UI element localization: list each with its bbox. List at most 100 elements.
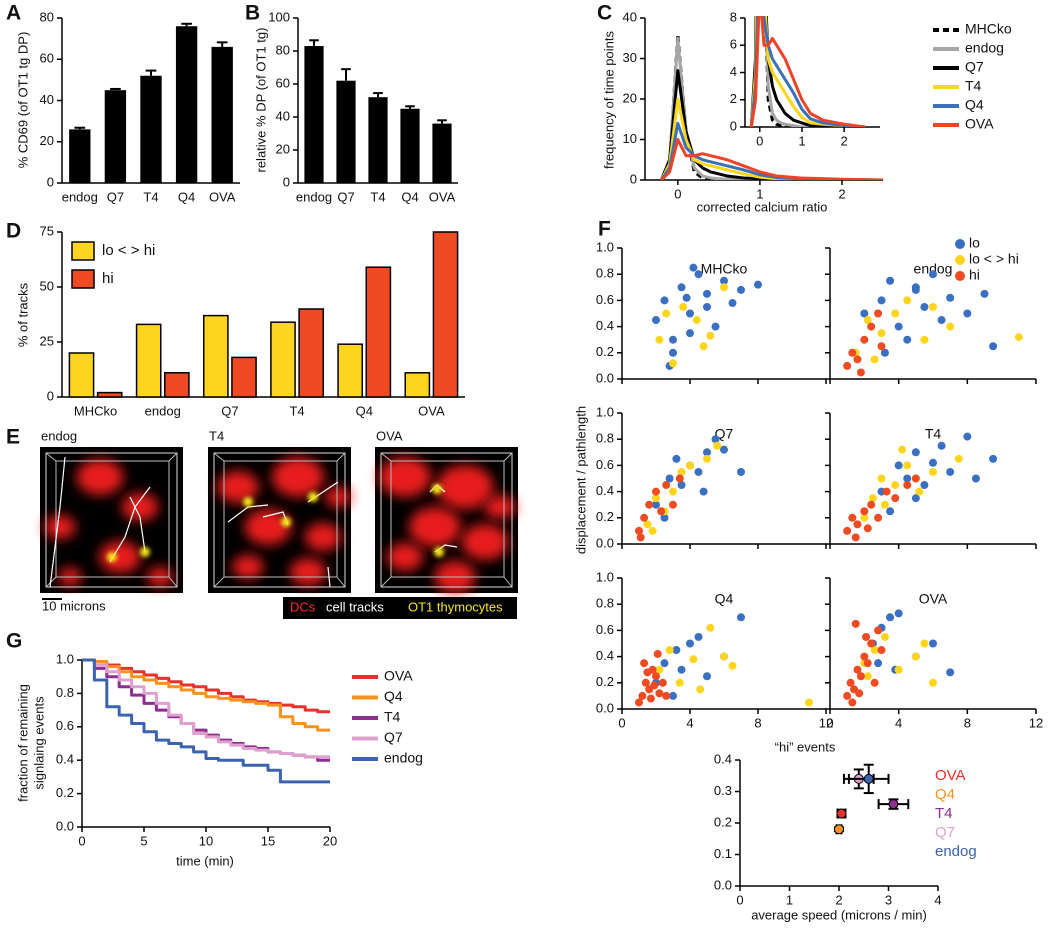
x-tick-label: OVA <box>429 189 456 204</box>
scale-bar-label: 10 microns <box>42 598 106 613</box>
point <box>867 500 876 509</box>
thymocyte <box>107 552 117 562</box>
point <box>851 619 860 628</box>
y-tick-label: 0.4 <box>596 648 614 663</box>
point <box>669 359 677 368</box>
error-bar <box>74 126 86 130</box>
point <box>660 659 669 668</box>
point <box>886 276 895 285</box>
point <box>903 296 912 305</box>
y-tick-label: 1.0 <box>596 569 614 584</box>
y-tick-label: 40 <box>623 9 637 24</box>
error-bar <box>341 68 351 81</box>
point <box>696 685 705 694</box>
point <box>694 632 703 641</box>
point <box>868 494 877 503</box>
line <box>749 16 866 127</box>
point <box>891 481 900 490</box>
y-tick-label: 1.0 <box>596 239 614 254</box>
point <box>929 458 937 467</box>
error-bar <box>405 105 415 109</box>
y-tick-label: 0.2 <box>56 785 74 800</box>
point <box>920 302 929 311</box>
dc-blob <box>325 487 351 507</box>
y-tick-label: 0.4 <box>56 752 74 767</box>
point <box>648 526 657 535</box>
legend-label: T4 <box>965 78 982 94</box>
x-tick-label: Q4 <box>178 189 195 204</box>
x-tick-label: Q7 <box>221 403 238 418</box>
bar <box>270 321 296 398</box>
point <box>660 296 669 305</box>
box-edge <box>380 576 392 588</box>
point <box>636 533 645 542</box>
legend-swatch <box>71 241 95 261</box>
x-tick-label: 0 <box>756 133 763 148</box>
point <box>677 481 686 490</box>
dc-blob <box>217 471 259 503</box>
point <box>894 665 903 674</box>
box-edge <box>336 452 346 462</box>
point <box>728 661 737 670</box>
point <box>870 678 879 687</box>
legend-marker <box>955 271 965 281</box>
line <box>82 658 330 784</box>
point <box>672 454 681 463</box>
subplot-title: Q4 <box>715 591 734 607</box>
y-tick-label: 0.4 <box>714 751 732 766</box>
point <box>874 513 883 522</box>
point <box>713 441 722 450</box>
point <box>652 672 660 681</box>
dc-blob <box>304 523 342 551</box>
box-edge <box>503 452 513 462</box>
x-tick-label: 1 <box>798 133 805 148</box>
box-edge <box>380 452 392 462</box>
x-tick-label: 12 <box>819 715 833 730</box>
y-tick-label: 1.0 <box>596 404 614 419</box>
point <box>641 678 650 687</box>
point <box>703 672 711 681</box>
point <box>877 474 886 483</box>
x-tick-label: 20 <box>323 833 337 848</box>
point <box>874 659 883 668</box>
bar <box>96 391 123 398</box>
line <box>660 138 883 180</box>
point <box>640 513 649 522</box>
point <box>848 348 857 357</box>
cell-track <box>49 456 66 588</box>
x-tick-label: 8 <box>754 715 761 730</box>
point <box>737 285 745 294</box>
panel-label: F <box>598 218 611 241</box>
image-label: T4 <box>209 428 224 443</box>
dc-blob <box>379 457 431 497</box>
y-tick-label: 0.2 <box>596 674 614 689</box>
point <box>989 454 998 463</box>
bar <box>365 266 392 398</box>
point <box>937 316 946 325</box>
y-tick-label: 0.0 <box>596 535 614 550</box>
legend-label: lo < > hi <box>102 242 155 259</box>
x-axis-label: time (min) <box>176 853 234 868</box>
bar <box>231 356 257 398</box>
point <box>652 494 660 503</box>
bar <box>336 80 356 183</box>
bar <box>68 352 95 398</box>
point <box>682 293 691 302</box>
point <box>711 435 720 444</box>
point <box>920 639 929 648</box>
point <box>971 474 980 483</box>
line <box>82 658 330 759</box>
box-back <box>223 460 338 578</box>
line <box>749 16 866 127</box>
legend-label: Q4 <box>965 97 984 113</box>
y-tick-label: 0.6 <box>56 718 74 733</box>
legend-label: OVA <box>384 668 413 684</box>
y-tick-label: 0.0 <box>56 818 74 833</box>
point <box>920 335 929 344</box>
point <box>894 322 903 331</box>
cell-track <box>109 486 151 563</box>
dc-blob <box>289 558 327 586</box>
point <box>686 461 694 470</box>
x-tick-label: 0 <box>78 833 85 848</box>
point <box>669 335 677 344</box>
